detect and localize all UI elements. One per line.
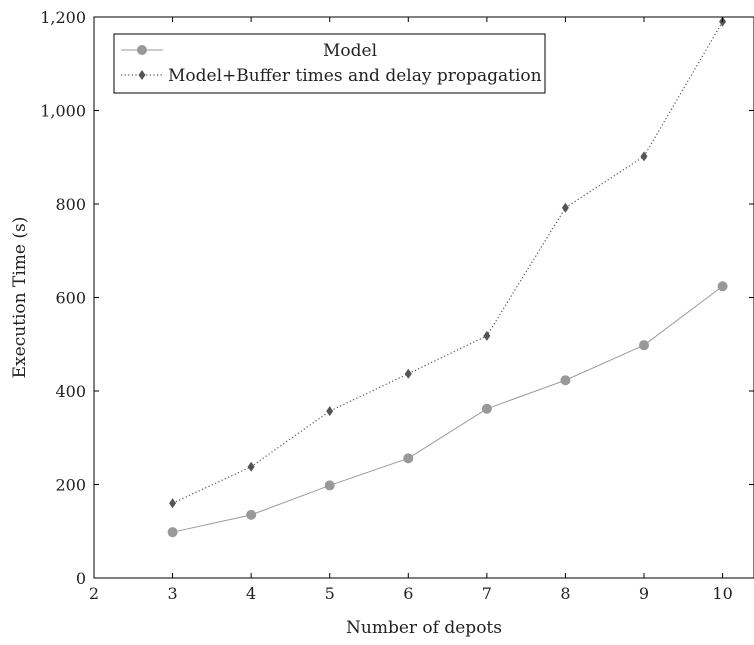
axes: 2 3 4 5 6 7 8 9 10 0 200 400 600 800 1,000 1,200: [40, 8, 754, 603]
y-tick-label: 800: [55, 195, 86, 214]
plot-marks: [167, 16, 728, 538]
x-tick-label: 3: [167, 584, 177, 603]
data-point-model: [639, 340, 649, 351]
x-tick-label: 4: [246, 584, 256, 603]
data-point-model: [403, 453, 414, 464]
data-point-model-buffer: [326, 406, 334, 417]
data-point-model: [246, 509, 257, 520]
x-tick-label: 8: [560, 584, 570, 603]
y-tick-label: 1,200: [40, 8, 86, 27]
legend: Model Model+Buffer times and delay propa…: [113, 33, 546, 94]
data-point-model-buffer: [247, 461, 255, 472]
y-tick-label: 600: [55, 289, 86, 308]
data-point-model-buffer: [483, 330, 491, 341]
data-point-model-buffer: [404, 368, 412, 379]
legend-item-model-buffer: Model+Buffer times and delay propagation: [121, 66, 542, 86]
data-point-model: [324, 480, 335, 491]
x-tick-label: 5: [325, 584, 335, 603]
y-tick-label: 1,000: [40, 102, 86, 121]
legend-label-model-buffer: Model+Buffer times and delay propagation: [168, 66, 542, 86]
y-tick-label: 400: [55, 382, 86, 401]
series-line-model-buffer: [172, 21, 724, 504]
y-axis-label: Execution Time (s): [10, 217, 30, 379]
x-tick-label: 9: [639, 584, 649, 603]
legend-swatch-marker-model: [137, 45, 147, 55]
x-tick-label: 6: [403, 584, 413, 603]
data-point-model: [167, 527, 178, 538]
legend-label-model: Model: [323, 41, 377, 61]
x-tick-label: 2: [89, 584, 99, 603]
legend-swatch-marker-model-buffer: [138, 70, 146, 80]
legend-item-model: Model: [121, 41, 377, 61]
data-point-model: [560, 375, 571, 386]
x-tick-label: 10: [712, 584, 732, 603]
data-point-model-buffer: [561, 202, 569, 213]
x-tick-label: 7: [482, 584, 492, 603]
x-axis-label: Number of depots: [346, 618, 502, 638]
y-tick-label: 200: [55, 476, 86, 495]
series-line-model: [172, 285, 723, 533]
data-point-model: [481, 403, 492, 414]
data-point-model: [717, 281, 728, 292]
y-tick-label: 0: [76, 569, 86, 588]
data-point-model-buffer: [169, 498, 177, 509]
data-point-model-buffer: [640, 151, 648, 162]
legend-box: [113, 33, 546, 94]
